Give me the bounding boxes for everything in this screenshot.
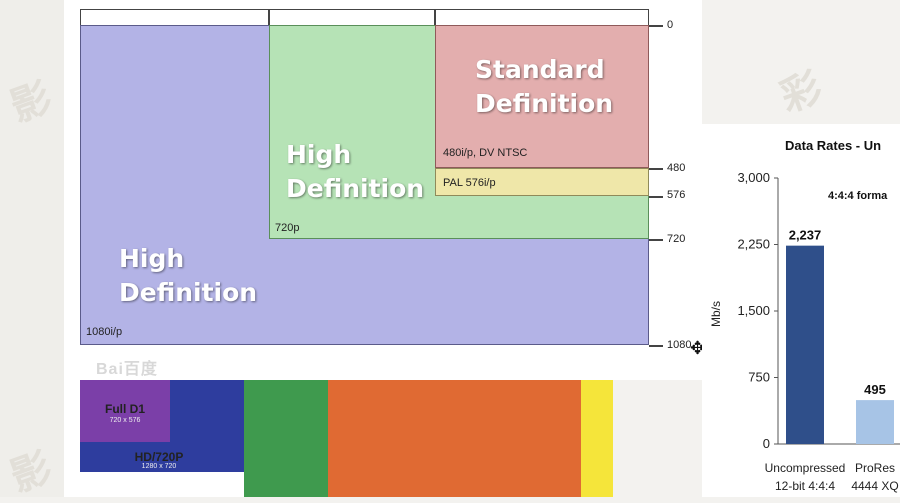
category-label: 4444 XQ xyxy=(851,479,898,493)
format-label-720: 720p xyxy=(275,222,300,234)
resolution-color-bars: Full D1 720 x 576 HD/720P 1280 x 720 xyxy=(64,378,613,497)
bar-sub-full-d1: 720 x 576 xyxy=(109,417,141,424)
scale-label-720: 720 xyxy=(667,233,686,245)
format-label-pal: PAL 576i/p xyxy=(443,177,496,189)
scale-tick xyxy=(649,239,663,241)
scale-tick xyxy=(649,345,663,347)
category-label: ProRes xyxy=(855,461,895,475)
mouse-cursor-icon: ✥ xyxy=(690,338,706,358)
color-bar-green xyxy=(244,380,328,497)
region-title-720: High Definition xyxy=(286,140,425,203)
color-bar-orange xyxy=(328,380,581,497)
scale-tick xyxy=(649,196,663,198)
bar-value-label: 2,237 xyxy=(789,228,822,243)
y-axis-label: Mb/s xyxy=(709,301,723,327)
bar-label-full-d1: Full D1 xyxy=(104,402,145,416)
format-label-sd: 480i/p, DV NTSC xyxy=(443,147,528,159)
bar xyxy=(786,245,824,444)
left-margin xyxy=(0,0,64,497)
format-label-1080: 1080i/p xyxy=(86,326,123,338)
scale-label-480: 480 xyxy=(667,162,686,174)
category-label: Uncompressed xyxy=(765,461,846,475)
watermark-glyph: 彩 xyxy=(774,64,829,122)
bar-sub-hd720: 1280 x 720 xyxy=(141,463,177,470)
region-title-sd: Standard Definition xyxy=(475,55,614,118)
chart-subtitle: 4:4:4 forma xyxy=(828,190,888,202)
scale-label-576: 576 xyxy=(667,189,686,201)
top-tick xyxy=(434,10,436,26)
bar-label-hd720: HD/720P xyxy=(134,450,184,464)
top-tick xyxy=(268,10,270,26)
y-tick-label: 2,250 xyxy=(737,237,770,252)
bar-value-label: 495 xyxy=(864,382,886,397)
scale-tick xyxy=(649,25,663,27)
bar xyxy=(856,400,894,444)
color-bar-full-d1 xyxy=(80,380,170,442)
category-label: 12-bit 4:4:4 xyxy=(775,479,835,493)
scale-tick xyxy=(649,168,663,170)
region-sd xyxy=(435,25,649,168)
y-tick-label: 750 xyxy=(748,370,770,385)
y-tick-label: 0 xyxy=(763,436,770,451)
region-title-1080: High Definition xyxy=(119,244,258,307)
chart-title: Data Rates - Un xyxy=(785,138,882,153)
data-rates-chart: Data Rates - Un 4:4:4 forma 0 750 1,500 2,2… xyxy=(702,124,900,497)
resolution-diagram: High Definition High Definition Standard… xyxy=(64,0,702,380)
chart-canvas: 0 750 1,500 2,250 3,000 Mb/s 2,237 Uncompressed… xyxy=(709,170,900,493)
y-tick-label: 1,500 xyxy=(737,303,770,318)
scale-label-0: 0 xyxy=(667,19,674,31)
region-pal xyxy=(435,168,649,196)
baidu-watermark: Bai百度 xyxy=(96,361,158,378)
y-tick-label: 3,000 xyxy=(737,170,770,185)
scale-label-1080: 1080 xyxy=(667,339,692,351)
color-bar-yellow xyxy=(581,380,613,497)
top-axis-line xyxy=(80,9,649,27)
